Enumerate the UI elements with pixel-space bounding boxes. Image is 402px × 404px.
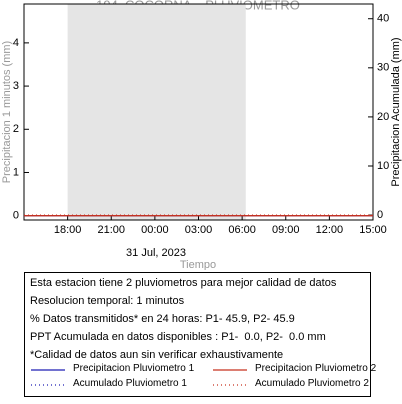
legend-samples <box>31 369 247 386</box>
y-tick-label: 2 <box>13 123 19 135</box>
y2-tick-label: 20 <box>377 111 389 123</box>
info-line: Resolucion temporal: 1 minutos <box>30 295 185 307</box>
legend-entry: Acumulado Pluviometro 2 <box>255 378 369 389</box>
y2-axis-label: Precipitacion Acumulada (mm) <box>390 37 402 186</box>
y2-tick-label: 0 <box>377 209 383 221</box>
x-tick-label: 00:00 <box>141 224 169 236</box>
x-tick-label: 09:00 <box>272 224 300 236</box>
x-tick-label: 18:00 <box>54 224 82 236</box>
info-line: *Calidad de datos aun sin verificar exha… <box>30 349 284 361</box>
y-tick-label: 3 <box>13 80 19 92</box>
chart: 194. COCORNA – PLUVIOMETRO Precipitacion… <box>1 0 402 270</box>
y-axis-label: Precipitacion 1 minutos (mm) <box>1 41 13 183</box>
y2-tick-label: 10 <box>377 160 389 172</box>
legend-entry: Acumulado Pluviometro 1 <box>73 378 187 389</box>
x-tick-label: 06:00 <box>228 224 256 236</box>
y-tick-label: 1 <box>13 166 19 178</box>
info-line: % Datos transmitidos* en 24 horas: P1- 4… <box>30 313 295 325</box>
x-tick-label: 15:00 <box>359 224 387 236</box>
y2-tick-label: 40 <box>377 13 389 25</box>
y2-tick-label: 30 <box>377 62 389 74</box>
info-line: Esta estacion tiene 2 pluviometros para … <box>30 277 337 289</box>
date-label: 31 Jul, 2023 <box>126 247 186 259</box>
info-box: Esta estacion tiene 2 pluviometros para … <box>24 272 376 397</box>
y-tick-label: 0 <box>13 210 19 222</box>
legend-entry: Precipitacion Pluviometro 2 <box>255 363 377 374</box>
night-shade <box>67 4 246 220</box>
y-tick-label: 4 <box>13 37 19 49</box>
x-tick-label: 03:00 <box>185 224 213 236</box>
x-tick-label: 12:00 <box>316 224 344 236</box>
x-tick-label: 21:00 <box>97 224 125 236</box>
info-line: PPT Acumulada en datos disponibles : P1-… <box>30 331 326 343</box>
legend-entry: Precipitacion Pluviometro 1 <box>73 363 195 374</box>
x-axis-label: Tiempo <box>180 259 216 270</box>
